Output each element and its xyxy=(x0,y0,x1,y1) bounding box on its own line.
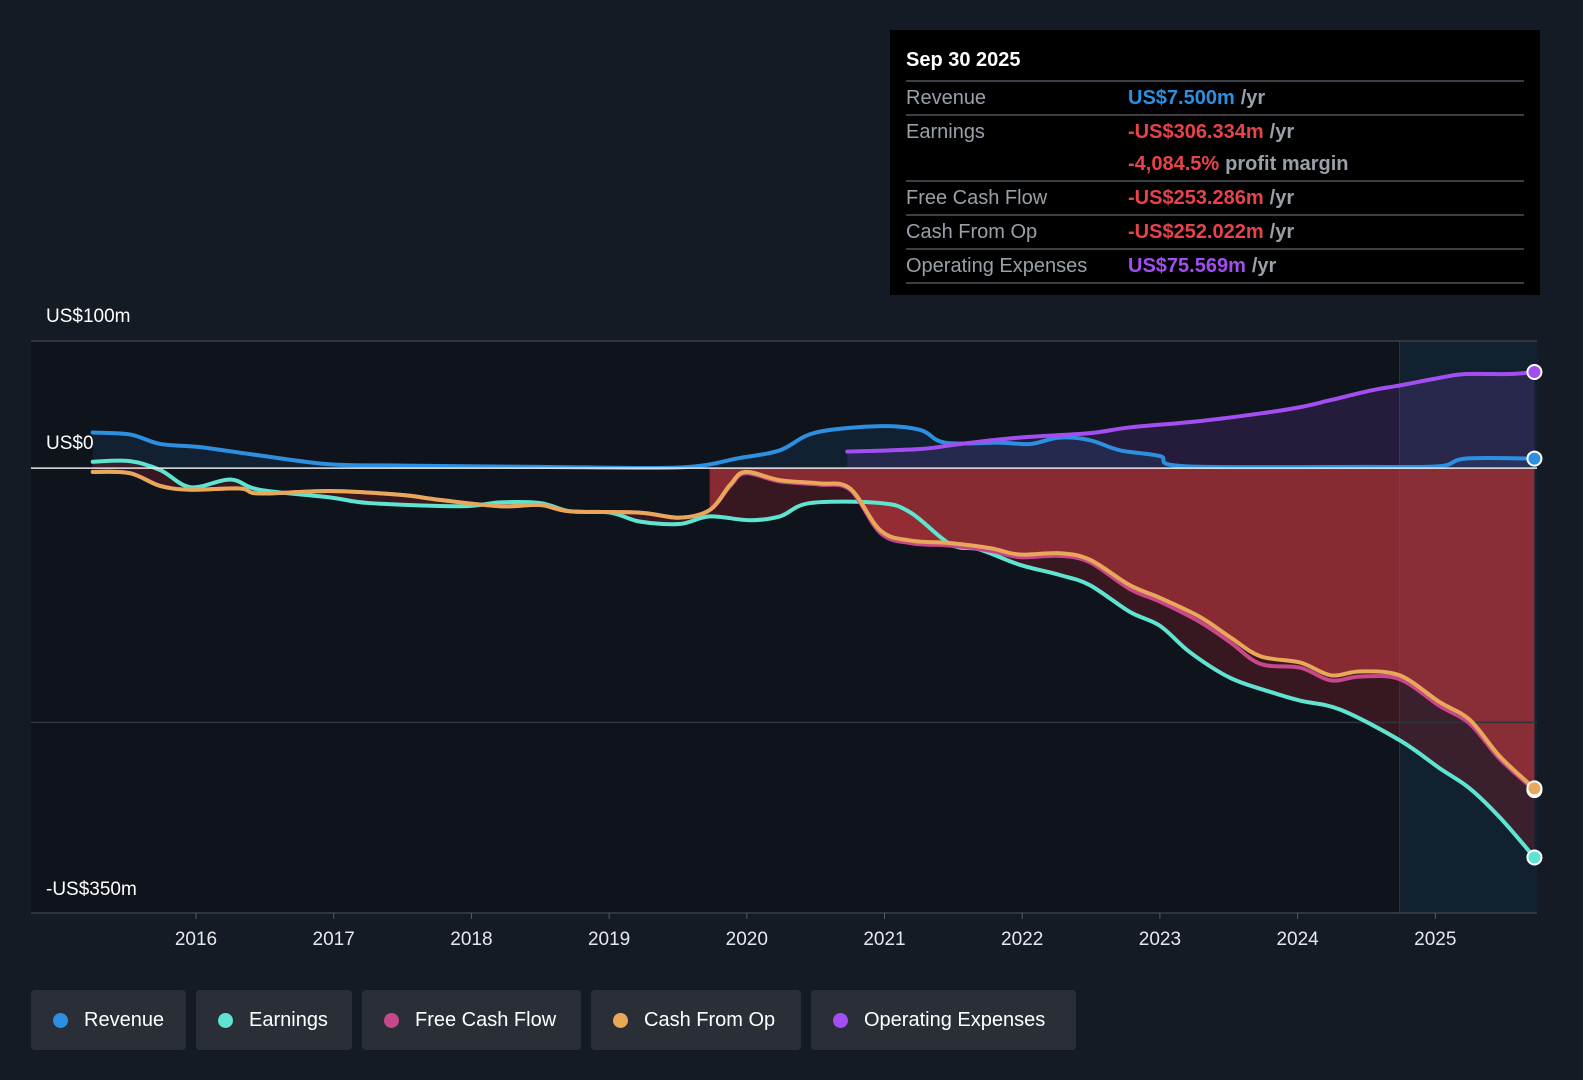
legend-label: Cash From Op xyxy=(644,1008,776,1031)
legend-dot-icon xyxy=(833,1012,848,1028)
legend-dot-icon xyxy=(384,1012,399,1028)
tooltip-unit: /yr xyxy=(1269,221,1295,243)
y-tick-label-bottom: -US$350m xyxy=(46,879,137,900)
tooltip-row-earnings: Earnings -US$306.334m /yr xyxy=(906,116,1524,148)
tooltip-row-opex: Operating Expenses US$75.569m /yr xyxy=(906,250,1524,284)
tooltip: Sep 30 2025 Revenue US$7.500m /yr Earnin… xyxy=(890,30,1540,295)
revenue-area xyxy=(92,426,1535,469)
tooltip-value: -4,084.5% xyxy=(1128,153,1220,175)
x-tick-label: 2022 xyxy=(1001,929,1043,950)
tooltip-date: Sep 30 2025 xyxy=(906,46,1524,82)
end-marker-revenue xyxy=(1526,450,1543,467)
x-tick-label: 2020 xyxy=(726,929,768,950)
tooltip-label: Earnings xyxy=(906,121,985,143)
tooltip-label: Cash From Op xyxy=(906,221,1038,243)
y-tick-label-zero: US$0 xyxy=(46,433,94,454)
tooltip-row-profit-margin: -4,084.5% profit margin xyxy=(906,148,1524,182)
tooltip-unit: /yr xyxy=(1269,121,1295,143)
tooltip-label: Free Cash Flow xyxy=(906,187,1048,209)
series-line-operating-expenses xyxy=(845,370,1537,454)
x-tick-label: 2017 xyxy=(313,929,355,950)
tooltip-row-fcf: Free Cash Flow -US$253.286m /yr xyxy=(906,182,1524,216)
tooltip-unit: /yr xyxy=(1240,87,1266,109)
x-tick-label: 2024 xyxy=(1276,929,1319,950)
legend-dot-icon xyxy=(53,1012,68,1028)
legend-operating-expenses[interactable]: Operating Expenses xyxy=(811,990,1076,1050)
x-tick-label: 2016 xyxy=(175,929,217,950)
legend-label: Free Cash Flow xyxy=(415,1008,557,1031)
tooltip-value: US$75.569m xyxy=(1128,255,1246,277)
tooltip-row-cfo: Cash From Op -US$252.022m /yr xyxy=(906,216,1524,250)
tooltip-label xyxy=(906,148,1128,180)
tooltip-label: Revenue xyxy=(906,87,987,109)
x-tick-label: 2021 xyxy=(863,929,905,950)
tooltip-unit: /yr xyxy=(1269,187,1295,209)
negative-cashflow-area xyxy=(709,468,1535,789)
end-marker-operating-expenses xyxy=(1526,364,1543,381)
tooltip-value: US$7.500m xyxy=(1128,87,1235,109)
tooltip-label: Operating Expenses xyxy=(906,255,1088,277)
end-marker-cash-from-op xyxy=(1526,780,1543,797)
x-tick-label: 2025 xyxy=(1414,929,1456,950)
series-line-revenue xyxy=(90,424,1537,471)
tooltip-value: -US$252.022m xyxy=(1128,221,1264,243)
x-tick-label: 2018 xyxy=(450,929,492,950)
legend-dot-icon xyxy=(613,1012,628,1028)
legend-cash-from-op[interactable]: Cash From Op xyxy=(591,990,801,1050)
tooltip-unit: /yr xyxy=(1251,255,1277,277)
legend-revenue[interactable]: Revenue xyxy=(31,990,186,1050)
tooltip-unit: profit margin xyxy=(1225,153,1349,175)
x-tick-label: 2023 xyxy=(1139,929,1181,950)
legend-earnings[interactable]: Earnings xyxy=(196,990,352,1050)
series-line-cash-from-op xyxy=(90,469,1537,791)
x-tick-label: 2019 xyxy=(588,929,630,950)
y-tick-label-top: US$100m xyxy=(46,306,131,327)
end-marker-earnings xyxy=(1526,849,1543,866)
tooltip-value: -US$306.334m xyxy=(1128,121,1264,143)
legend-dot-icon xyxy=(218,1012,233,1028)
tooltip-row-revenue: Revenue US$7.500m /yr xyxy=(906,82,1524,116)
series-line-earnings xyxy=(90,458,1537,860)
tooltip-value: -US$253.286m xyxy=(1128,187,1264,209)
legend-label: Earnings xyxy=(249,1008,328,1031)
legend-free-cash-flow[interactable]: Free Cash Flow xyxy=(362,990,581,1050)
earnings-cashflow-gap-area xyxy=(92,461,1535,858)
legend-label: Revenue xyxy=(84,1008,165,1031)
legend-label: Operating Expenses xyxy=(864,1008,1046,1031)
